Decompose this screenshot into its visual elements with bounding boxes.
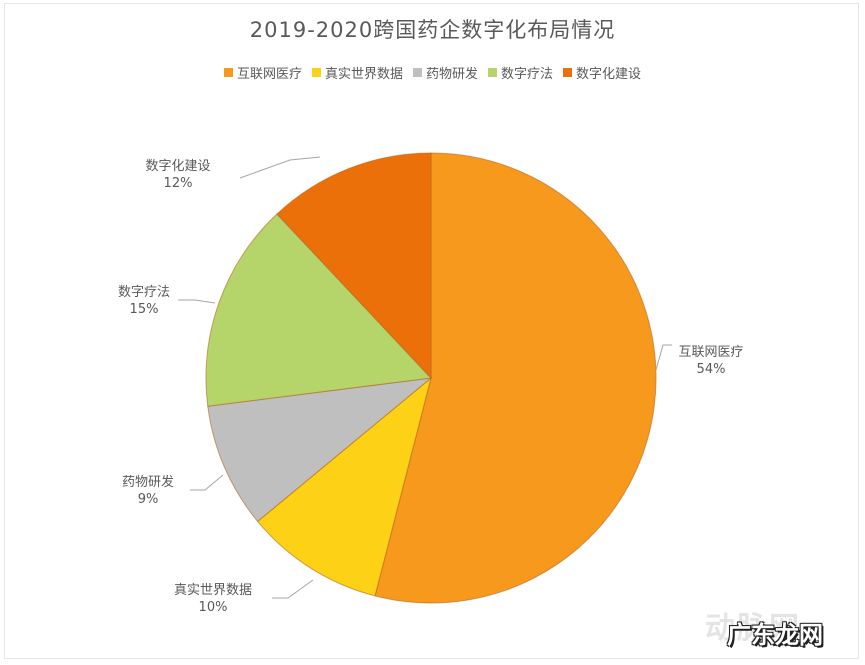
chart-title: 2019-2020跨国药企数字化布局情况 [249, 18, 616, 42]
leader-line-digital-therapeutics [178, 299, 216, 304]
pie-slice-digital-therapeutics[interactable] [205, 213, 433, 407]
legend-item-digital-construction[interactable]: 数字化建设 [563, 63, 641, 82]
data-label-digital-construction: 数字化建设 12% [128, 158, 228, 192]
leader-line-digital-construction [239, 156, 321, 179]
legend-item-internet-healthcare[interactable]: 互联网医疗 [223, 63, 302, 82]
data-label-name: 互联网医疗 [678, 345, 744, 360]
legend-label: 药物研发 [425, 67, 478, 82]
data-label-pct: 9% [137, 492, 159, 507]
legend-item-digital-therapeutics[interactable]: 数字疗法 [488, 63, 553, 82]
data-label-digital-therapeutics: 数字疗法 15% [104, 284, 184, 318]
pie-slice-drug-rd[interactable] [207, 377, 433, 523]
data-label-internet-healthcare: 互联网医疗 54% [668, 344, 754, 378]
legend-swatch [223, 68, 233, 77]
legend-label: 真实世界数据 [324, 67, 403, 82]
legend-label: 互联网医疗 [236, 67, 302, 82]
leader-line-real-world-data [272, 579, 314, 599]
data-label-name: 药物研发 [121, 475, 174, 490]
data-label-pct: 15% [129, 302, 159, 317]
legend-swatch [311, 68, 321, 77]
pie-slice-internet-healthcare[interactable] [374, 152, 657, 604]
leader-line-internet-healthcare [655, 344, 672, 371]
legend-label: 数字疗法 [501, 67, 554, 82]
legend-swatch [488, 68, 497, 77]
data-label-name: 数字化建设 [145, 159, 211, 174]
data-label-drug-rd: 药物研发 9% [108, 474, 188, 508]
legend-swatch [412, 68, 422, 77]
data-label-real-world-data: 真实世界数据 10% [158, 582, 268, 616]
watermark-background-logo: 动脉网 [705, 611, 801, 646]
chart-legend: 互联网医疗 真实世界数据 药物研发 数字疗法 数字化建设 [0, 63, 865, 82]
leader-line-drug-rd [190, 474, 224, 491]
legend-item-drug-rd[interactable]: 药物研发 [412, 63, 478, 82]
data-label-pct: 12% [163, 176, 193, 191]
watermark-foreground-logo: 广东龙网 [727, 621, 823, 649]
data-label-pct: 54% [696, 362, 726, 377]
watermark: 动脉网 广东龙网 [705, 603, 855, 653]
legend-label: 数字化建设 [576, 67, 642, 82]
data-label-name: 真实世界数据 [173, 583, 252, 598]
legend-swatch [563, 68, 573, 77]
chart-frame [4, 3, 859, 659]
pie-slice-digital-construction[interactable] [276, 152, 432, 380]
pie-slice-real-world-data[interactable] [256, 376, 432, 597]
data-label-pct: 10% [198, 600, 228, 615]
data-label-name: 数字疗法 [117, 285, 170, 300]
legend-item-real-world-data[interactable]: 真实世界数据 [311, 63, 403, 82]
